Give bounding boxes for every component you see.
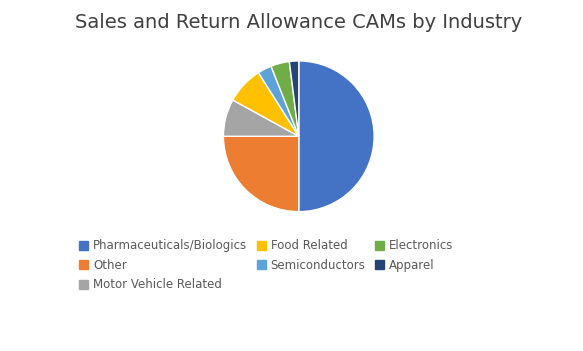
Wedge shape <box>223 100 299 136</box>
Wedge shape <box>233 73 299 136</box>
Wedge shape <box>298 61 374 212</box>
Wedge shape <box>258 66 299 136</box>
Title: Sales and Return Allowance CAMs by Industry: Sales and Return Allowance CAMs by Indus… <box>75 13 522 32</box>
Legend: Pharmaceuticals/Biologics, Other, Motor Vehicle Related, Food Related, Semicondu: Pharmaceuticals/Biologics, Other, Motor … <box>79 239 454 291</box>
Wedge shape <box>223 136 299 212</box>
Wedge shape <box>271 61 299 136</box>
Wedge shape <box>289 61 299 136</box>
